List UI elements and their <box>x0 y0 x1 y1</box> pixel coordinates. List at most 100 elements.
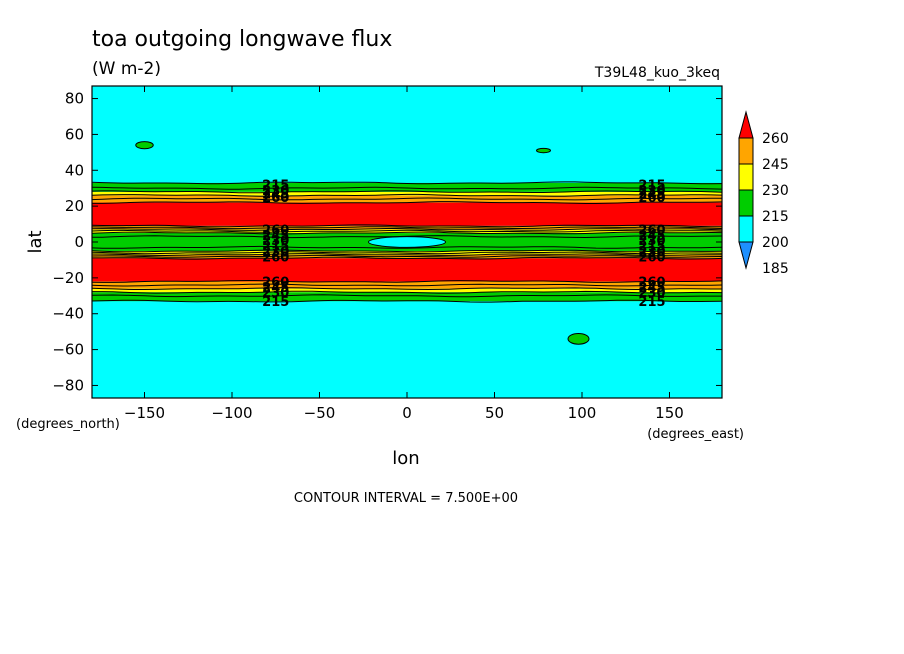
dataset-label: T39L48_kuo_3keq <box>594 65 720 81</box>
contour-labels: 2152302452602152302452602602452302152302… <box>262 179 665 311</box>
band-2 <box>92 288 722 293</box>
colorbar-segment-1 <box>738 163 754 191</box>
colorbar: 260 245 230 215 200 185 <box>738 110 789 277</box>
contour-label-20: 260 <box>262 275 289 290</box>
contour-label-17: 215 <box>638 240 665 255</box>
contour-line-19 <box>91 197 722 201</box>
contour-label-7: 260 <box>638 191 665 206</box>
y-units-label: (degrees_north) <box>16 417 120 432</box>
contour-label-1: 230 <box>262 184 289 199</box>
x-units-label: (degrees_east) <box>647 427 744 442</box>
colorbar-segment-0 <box>738 137 754 165</box>
chart-title: toa outgoing longwave flux <box>92 27 392 52</box>
colorbar-segment-2 <box>738 189 754 217</box>
contour-line-12 <box>91 235 723 239</box>
contour-line-18 <box>92 201 723 204</box>
contour-label-13: 260 <box>262 250 289 265</box>
colorbar-label-0: 260 <box>762 131 789 147</box>
contour-line-16 <box>91 226 723 230</box>
band-12 <box>92 191 722 196</box>
patch-1 <box>135 141 154 150</box>
y-tick-label-7: 60 <box>65 125 84 143</box>
colorbar-segment-3 <box>738 215 754 243</box>
y-tick-label-1: −60 <box>52 341 84 359</box>
contour-label-16: 230 <box>638 234 665 249</box>
y-tick-label-3: −20 <box>52 269 84 287</box>
contour-label-27: 215 <box>638 295 665 310</box>
band-1 <box>92 292 722 302</box>
contour-line-15 <box>91 228 723 231</box>
band-14 <box>92 86 722 183</box>
contour-interval-note: CONTOUR INTERVAL = 7.500E+00 <box>294 491 518 506</box>
contour-line-5 <box>91 279 723 283</box>
contour-line-23 <box>91 181 723 185</box>
x-tick-label-4: 50 <box>485 404 504 422</box>
contour-line-22 <box>91 186 723 190</box>
x-tick-label-5: 100 <box>568 404 597 422</box>
patch-0 <box>368 236 446 248</box>
contour-line-17 <box>91 224 722 228</box>
x-tick-label-2: −50 <box>304 404 336 422</box>
colorbar-max-arrow <box>738 110 754 139</box>
colorbar-label-3: 215 <box>762 209 789 225</box>
contour-line-20 <box>91 193 723 197</box>
contour-label-18: 230 <box>638 245 665 260</box>
contour-line-13 <box>91 231 723 235</box>
contour-line-1 <box>91 294 722 298</box>
contour-label-25: 245 <box>638 281 665 296</box>
plot-area: 2152302452602152302452602602452302152302… <box>91 85 723 399</box>
band-11 <box>92 195 722 203</box>
x-axis-label: lon <box>392 448 419 469</box>
y-tick-label-8: 80 <box>65 90 84 108</box>
y-axis: −80 −60 −40 −20 0 20 40 60 80 <box>52 90 722 394</box>
y-tick-label-4: 0 <box>74 233 84 251</box>
colorbar-label-1: 245 <box>762 157 789 173</box>
contour-label-12: 230 <box>262 245 289 260</box>
colorbar-min-arrow <box>738 241 754 270</box>
contour-line-7 <box>91 254 723 258</box>
contour-line-0 <box>91 299 723 303</box>
band-13 <box>92 182 722 192</box>
patch-3 <box>567 332 590 345</box>
contour-label-8: 260 <box>262 223 289 238</box>
contour-line-14 <box>91 229 723 233</box>
contour-line-2 <box>92 290 723 294</box>
y-tick-label-0: −80 <box>52 376 84 394</box>
contour-label-3: 260 <box>262 191 289 206</box>
x-tick-label-3: 0 <box>402 404 412 422</box>
y-tick-label-6: 40 <box>65 161 84 179</box>
band-10 <box>92 202 722 226</box>
y-tick-label-2: −40 <box>52 305 84 323</box>
contour-label-26: 230 <box>638 286 665 301</box>
band-0 <box>92 301 722 398</box>
contour-label-24: 260 <box>638 275 665 290</box>
contour-label-11: 215 <box>262 240 289 255</box>
contour-label-2: 245 <box>262 188 289 203</box>
contour-lines <box>91 181 723 303</box>
contour-line-3 <box>91 287 722 291</box>
contour-label-6: 245 <box>638 188 665 203</box>
contour-label-14: 260 <box>638 223 665 238</box>
colorbar-label-2: 230 <box>762 183 789 199</box>
contour-label-5: 230 <box>638 184 665 199</box>
band-4 <box>92 258 722 282</box>
contour-label-21: 245 <box>262 281 289 296</box>
x-tick-label-6: 150 <box>655 404 684 422</box>
contour-label-15: 245 <box>638 229 665 244</box>
contour-line-10 <box>91 249 723 253</box>
contour-label-22: 230 <box>262 286 289 301</box>
contour-line-9 <box>91 251 723 255</box>
y-tick-label-5: 20 <box>65 197 84 215</box>
band-3 <box>92 281 722 289</box>
contour-line-11 <box>91 245 723 249</box>
contour-line-8 <box>92 253 723 257</box>
colorbar-label-4: 200 <box>762 235 789 251</box>
contour-line-21 <box>91 190 723 194</box>
contour-label-9: 245 <box>262 229 289 244</box>
y-axis-label: lat <box>25 230 46 253</box>
contour-label-23: 215 <box>262 295 289 310</box>
contour-label-10: 230 <box>262 234 289 249</box>
band-8 <box>92 229 722 234</box>
contour-line-6 <box>92 256 723 260</box>
